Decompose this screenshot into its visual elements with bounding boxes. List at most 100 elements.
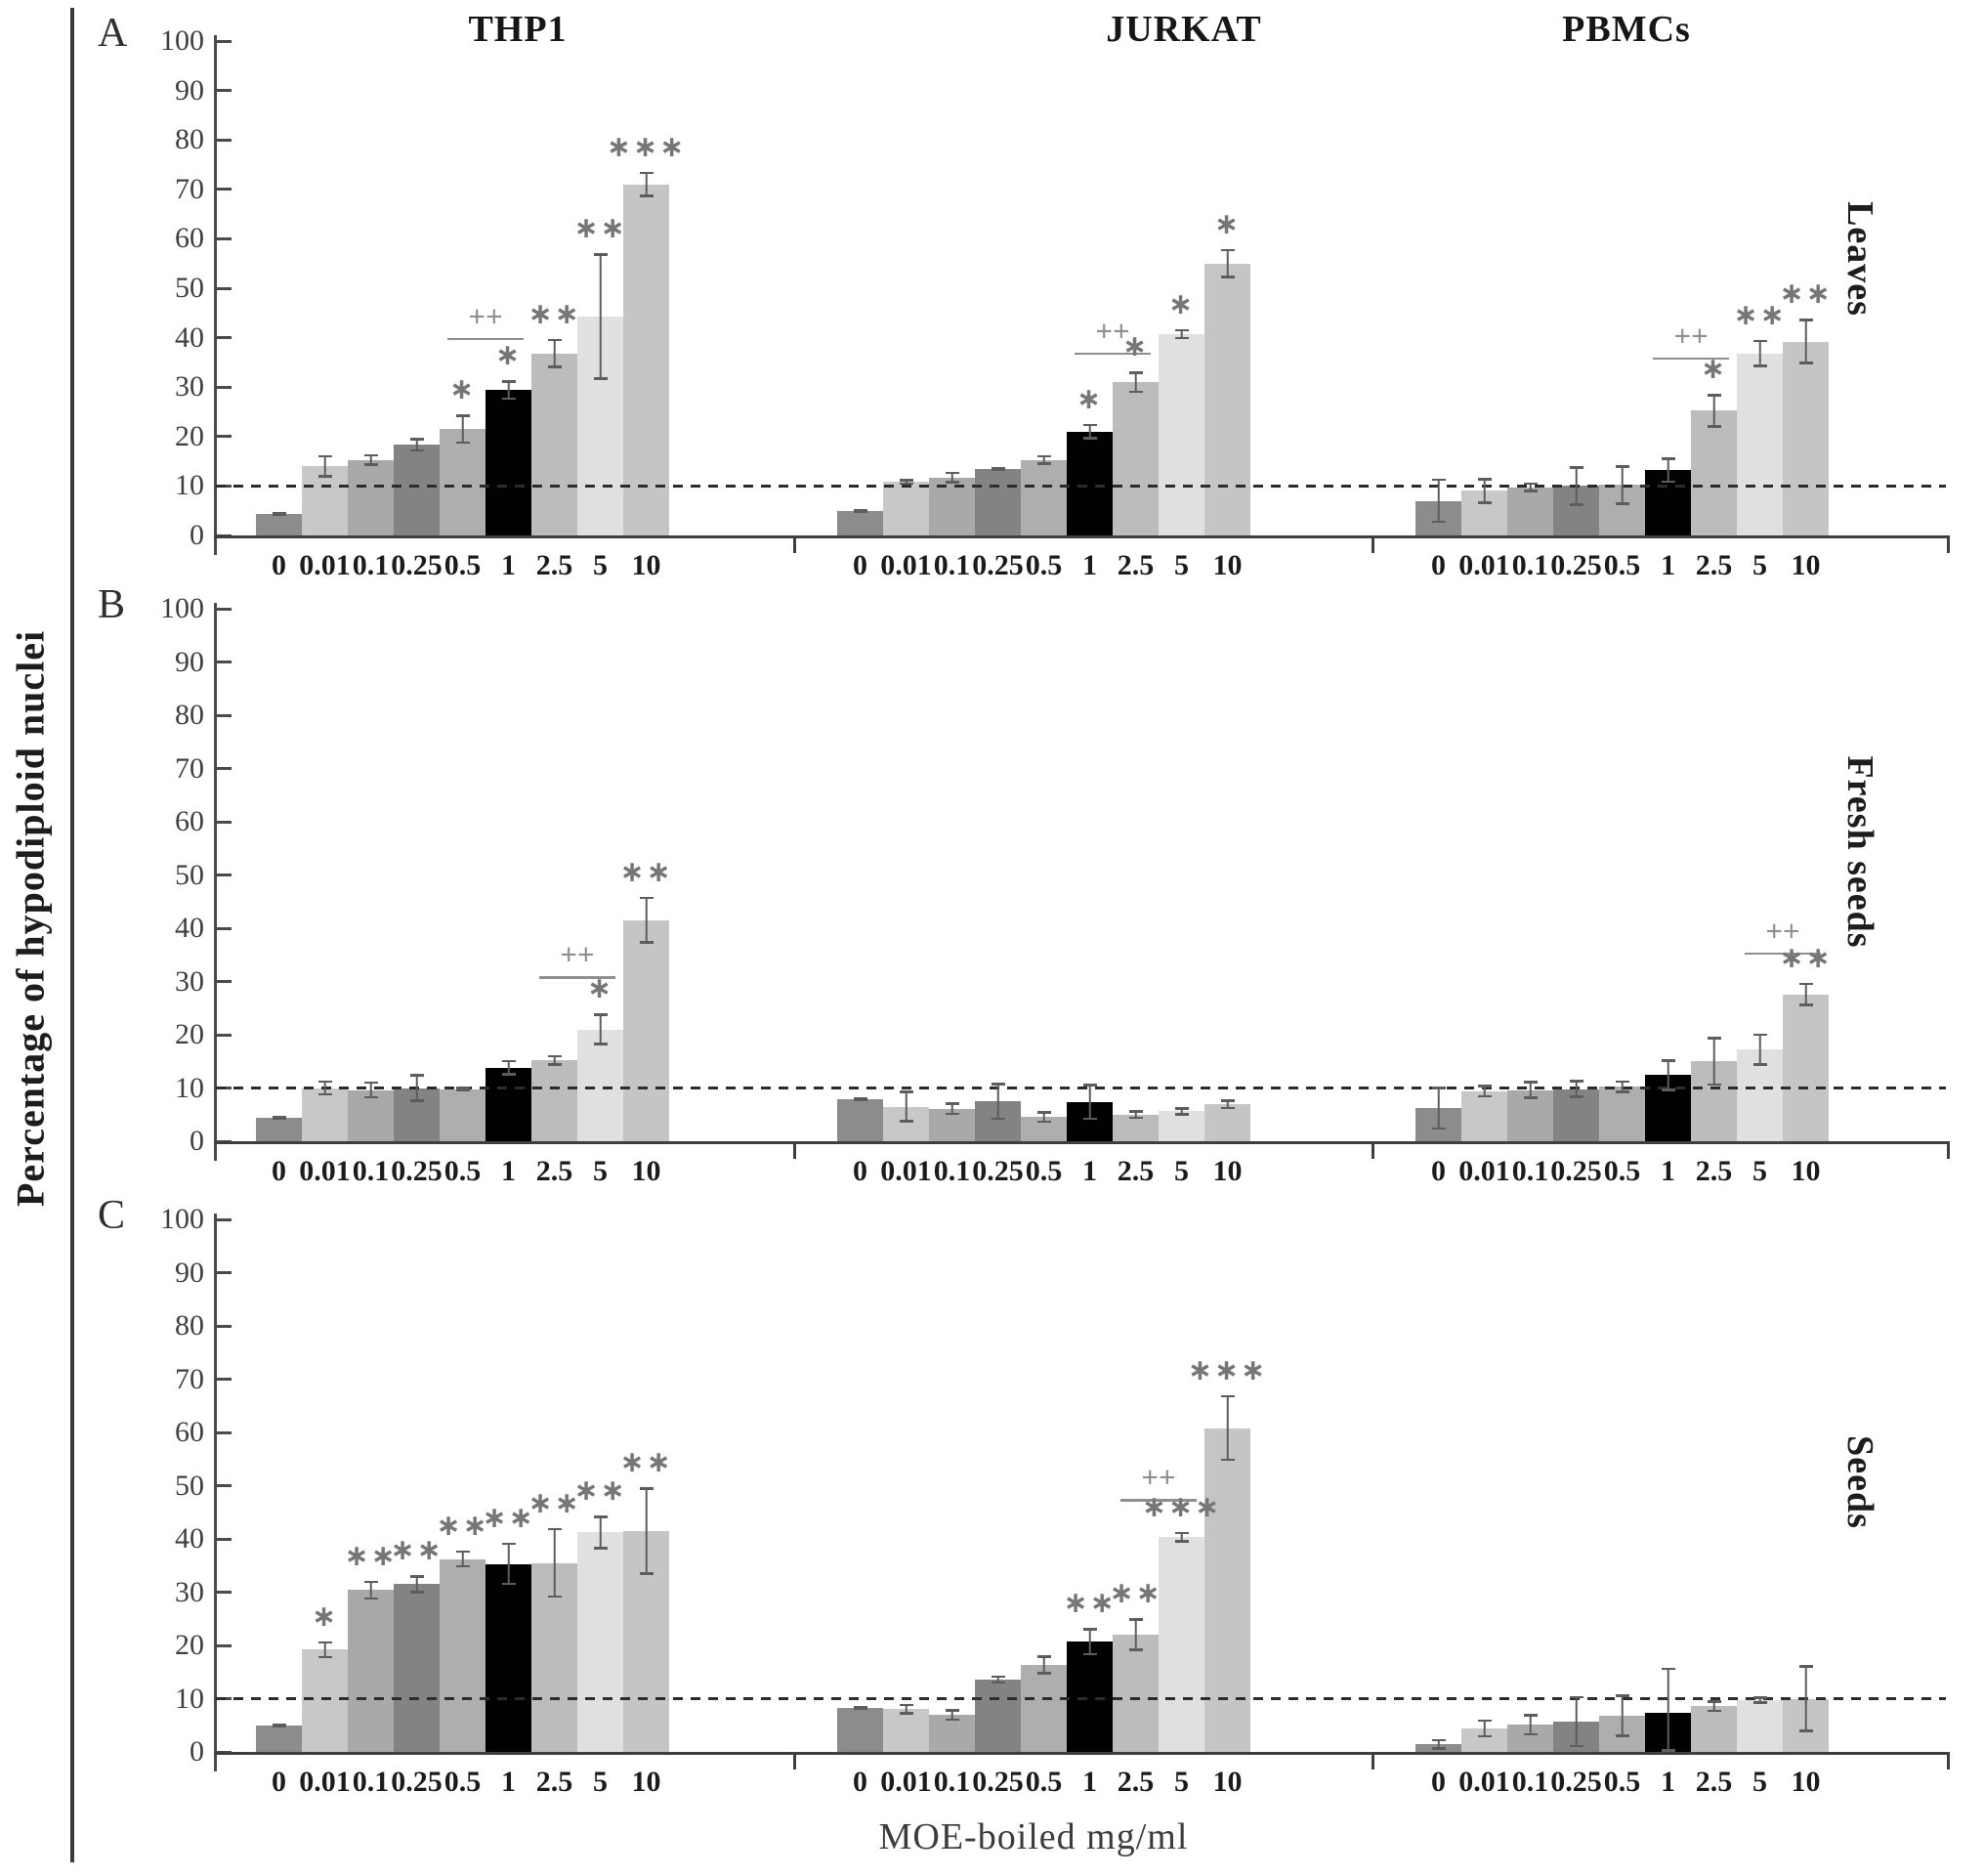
- bar: [256, 1725, 302, 1752]
- error-bar-cap: [1477, 1719, 1492, 1723]
- error-bar: [623, 1487, 669, 1575]
- error-bar: [1599, 1694, 1645, 1737]
- significance-stars: ∗: [1213, 206, 1242, 241]
- bar: [302, 466, 348, 535]
- error-bar-cap: [1477, 501, 1492, 504]
- error-bar-cap: [1523, 482, 1538, 486]
- error-bar: [1645, 1667, 1691, 1752]
- error-bar-cap: [899, 479, 913, 482]
- error-bar: [256, 512, 302, 517]
- x-category-label: 0.5: [1603, 549, 1641, 581]
- x-category-label: 0.01: [1458, 549, 1510, 581]
- error-bar-cap: [455, 414, 470, 417]
- bar: [394, 445, 440, 535]
- y-tick-label: 10: [175, 1682, 204, 1715]
- x-axis-baseline: [214, 1752, 1950, 1755]
- error-bar-cap: [1707, 1700, 1721, 1703]
- bar: [1159, 1111, 1204, 1141]
- y-axis-line: [214, 35, 217, 555]
- error-bar: [1204, 1099, 1250, 1110]
- axis-boundary-tick: [793, 1754, 796, 1769]
- error-bar-cap: [547, 1063, 562, 1066]
- error-bar-line: [1575, 1080, 1578, 1098]
- x-category-label: 0.25: [972, 549, 1024, 581]
- error-bar: [531, 338, 577, 368]
- significance-stars: ∗∗: [482, 1500, 535, 1535]
- error-bar-cap: [363, 1095, 378, 1099]
- error-bar-line: [1180, 328, 1183, 340]
- error-bar-line: [461, 1550, 464, 1568]
- threshold-bracket-label: ++: [1141, 1460, 1176, 1495]
- error-bar-cap: [1523, 1081, 1538, 1084]
- significance-stars: ∗∗: [1779, 277, 1833, 312]
- error-bar: [577, 253, 623, 380]
- x-category-label: 2.5: [1117, 549, 1155, 581]
- threshold-dashed-line: [216, 1697, 1946, 1700]
- error-bar-cap: [501, 1542, 516, 1546]
- x-category-label: 0.5: [1025, 1155, 1063, 1187]
- x-category-label: 2.5: [1695, 549, 1733, 581]
- axis-boundary-tick: [793, 1143, 796, 1159]
- error-bar: [1415, 1738, 1461, 1750]
- error-bar: [1159, 328, 1204, 340]
- error-bar-cap: [1082, 423, 1097, 427]
- bar: [394, 1584, 440, 1752]
- error-bar-line: [323, 1641, 326, 1659]
- error-bar-cap: [1615, 465, 1629, 468]
- error-bar-cap: [639, 171, 654, 175]
- error-bar-cap: [1661, 457, 1675, 460]
- error-bar-line: [1226, 1099, 1229, 1110]
- significance-stars: ∗∗: [528, 1485, 581, 1520]
- x-category-label: 0.01: [880, 549, 932, 581]
- error-bar-cap: [1174, 1531, 1189, 1535]
- significance-stars: ∗: [494, 338, 523, 373]
- x-category-label: 0.5: [443, 1155, 482, 1187]
- y-axis-tick: [217, 820, 232, 824]
- bar: [1021, 459, 1067, 535]
- error-bar: [1067, 1628, 1113, 1656]
- error-bar: [1021, 1655, 1067, 1675]
- error-bar-line: [553, 338, 556, 368]
- error-bar-cap: [1752, 1701, 1767, 1704]
- x-category-label: 1: [1661, 549, 1675, 581]
- bar: [577, 1532, 623, 1752]
- error-bar-line: [1088, 1628, 1091, 1656]
- error-bar-line: [1088, 1084, 1091, 1121]
- y-tick-label: 10: [175, 469, 204, 502]
- y-axis-tick: [217, 336, 232, 340]
- error-bar-cap: [363, 1597, 378, 1600]
- y-axis-tick: [217, 89, 232, 93]
- y-axis-tick: [217, 435, 232, 439]
- y-tick-label: 0: [190, 1735, 204, 1768]
- error-bar-cap: [593, 1515, 608, 1518]
- error-bar-line: [905, 479, 908, 486]
- error-bar-cap: [363, 1580, 378, 1583]
- error-bar-cap: [1220, 1458, 1235, 1462]
- x-category-label: 0.25: [972, 1155, 1024, 1187]
- x-category-label: 0: [1431, 1155, 1446, 1187]
- bar: [623, 919, 669, 1141]
- error-bar-cap: [1174, 336, 1189, 340]
- error-bar-line: [461, 414, 464, 445]
- error-bar-cap: [547, 365, 562, 368]
- error-bar-line: [996, 1675, 999, 1684]
- error-bar-cap: [1431, 1747, 1446, 1750]
- error-bar: [485, 1542, 531, 1586]
- error-bar: [394, 1575, 440, 1594]
- error-bar-cap: [1569, 1744, 1583, 1748]
- y-tick-label: 70: [175, 1362, 204, 1395]
- x-axis-baseline: [214, 535, 1950, 538]
- error-bar-line: [1804, 319, 1807, 364]
- error-bar-cap: [639, 194, 654, 197]
- bar: [485, 1067, 531, 1141]
- row-label-seeds: Seeds: [1839, 1435, 1880, 1529]
- x-category-label: 5: [1752, 549, 1767, 581]
- bar: [1507, 487, 1553, 535]
- error-bar-cap: [1615, 1090, 1629, 1093]
- error-bar-cap: [455, 1564, 470, 1568]
- error-bar: [302, 454, 348, 478]
- y-axis-tick: [217, 39, 232, 43]
- error-bar-cap: [991, 466, 1005, 470]
- error-bar: [1415, 478, 1461, 524]
- error-bar-line: [599, 253, 602, 380]
